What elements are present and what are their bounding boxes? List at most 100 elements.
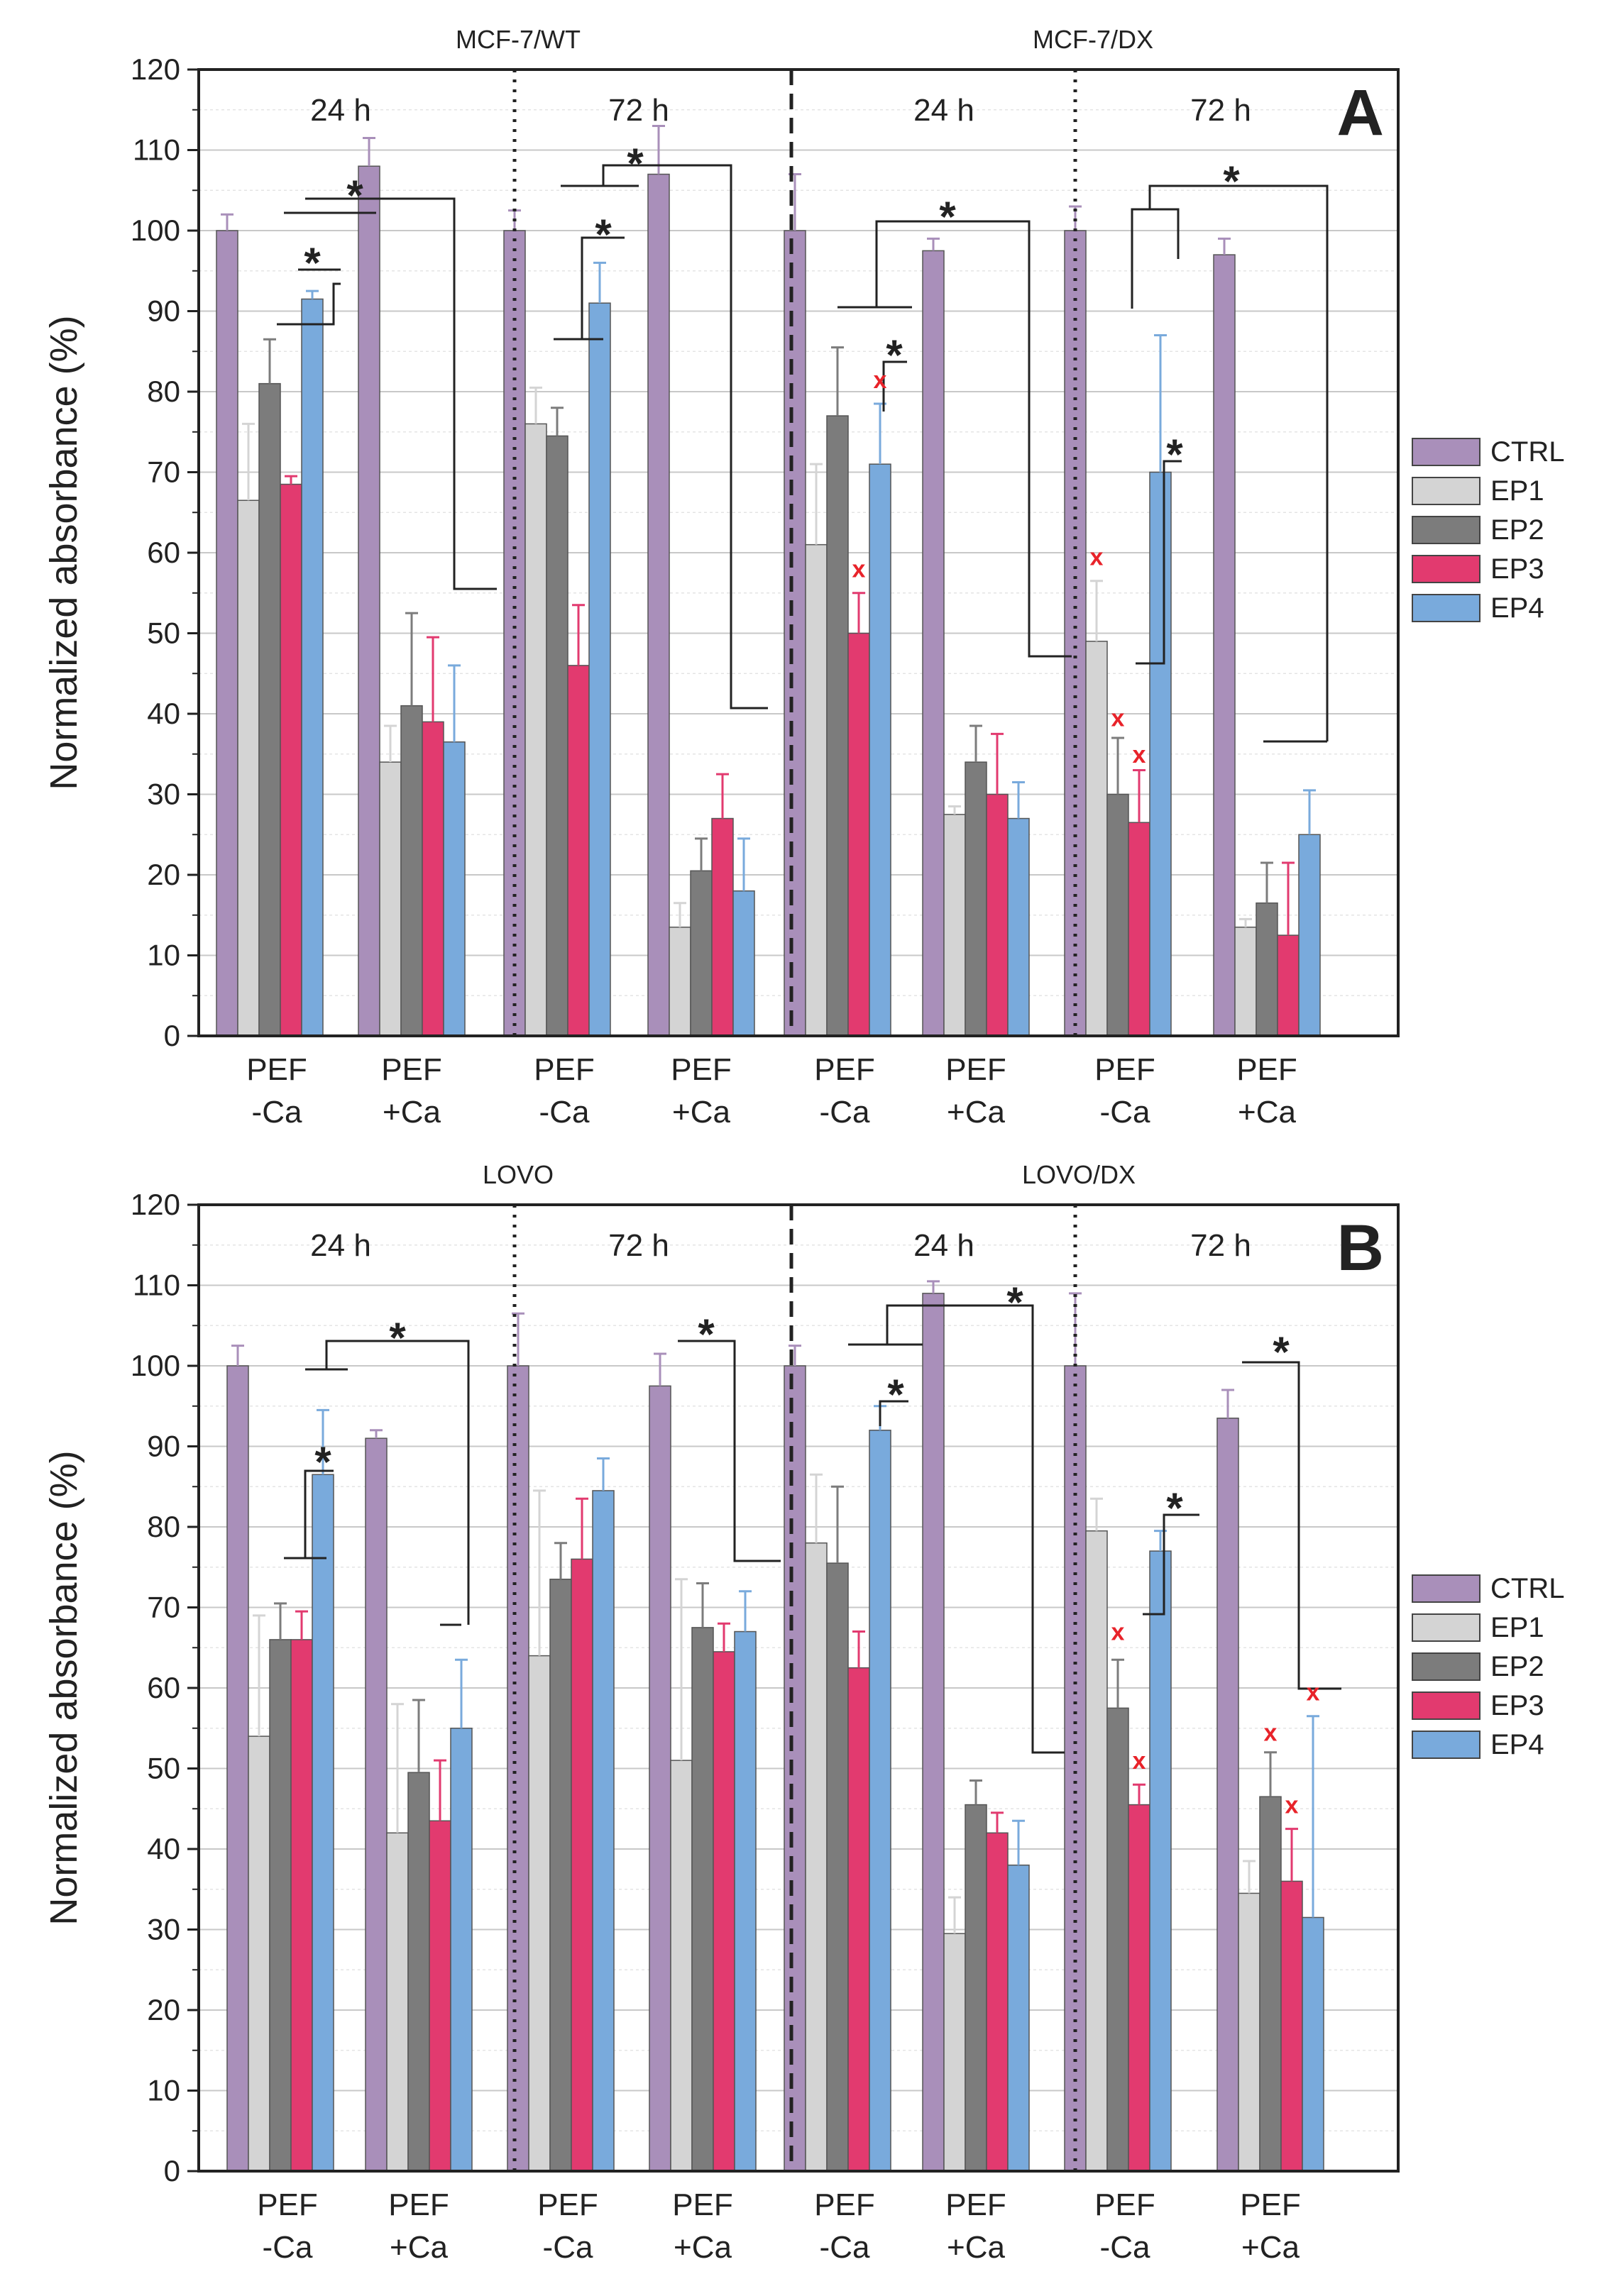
significance-star: *: [314, 1438, 331, 1486]
bar-ep1: [670, 1760, 693, 2172]
cell-line-title: MCF-7/DX: [1033, 25, 1153, 54]
significance-star: *: [698, 1310, 715, 1358]
legend-swatch-ep3: [1412, 1691, 1481, 1720]
bar-ep4: [1298, 834, 1321, 1037]
legend-label: CTRL: [1490, 1573, 1564, 1604]
x-category-label: PEF: [381, 1052, 442, 1087]
significance-bracket: [602, 164, 768, 710]
time-label: 72 h: [608, 93, 669, 128]
y-tick-label: 110: [133, 1269, 180, 1302]
legend-label: EP4: [1490, 592, 1544, 624]
bar-ep4: [1149, 471, 1172, 1037]
legend-swatch-ctrl: [1412, 1574, 1481, 1603]
bar-ep2: [1106, 793, 1129, 1037]
significance-bracket: [304, 1469, 334, 1558]
time-label: 24 h: [913, 93, 974, 128]
y-tick-label: 80: [147, 1510, 180, 1543]
bar-ep4: [1302, 1916, 1324, 2172]
bar-ep3: [713, 1651, 735, 2172]
x-category-label: PEF: [1240, 2187, 1301, 2222]
bar-ep1: [379, 761, 402, 1037]
bar-ep2: [269, 1639, 292, 2172]
bar-ctrl: [507, 1365, 529, 2172]
bar-ep3: [986, 1832, 1009, 2172]
legend-label: EP1: [1490, 475, 1544, 507]
bar-ep2: [826, 1562, 849, 2172]
bar-ep2: [258, 382, 281, 1037]
y-tick-label: 100: [131, 1349, 180, 1382]
x-category-label: PEF: [1094, 2187, 1155, 2222]
significance-star: *: [887, 1371, 904, 1418]
x-marker: x: [1133, 741, 1146, 768]
x-category-label: +Ca: [383, 1095, 441, 1130]
x-category-label: PEF: [945, 2187, 1006, 2222]
significance-bracket: [1148, 184, 1329, 741]
y-tick-label: 60: [147, 536, 180, 569]
y-tick-label: 30: [147, 778, 180, 811]
bar-ep1: [1085, 1530, 1108, 2172]
bar-ep3: [847, 1667, 870, 2172]
bar-ep4: [443, 741, 466, 1037]
bar-ep1: [1085, 641, 1108, 1037]
x-category-label: -Ca: [1100, 2230, 1150, 2265]
bar-ep4: [588, 302, 611, 1037]
y-tick-label: 120: [131, 53, 180, 86]
significance-bracket: [581, 236, 625, 339]
bar-ep2: [546, 435, 568, 1037]
y-tick-label: 40: [147, 1832, 180, 1865]
bar-ep3: [1280, 1880, 1303, 2172]
time-label: 24 h: [913, 1228, 974, 1263]
bar-ep4: [450, 1728, 473, 2172]
significance-bracket: [1136, 460, 1182, 665]
significance-star: *: [1006, 1279, 1023, 1326]
time-label: 72 h: [1190, 93, 1251, 128]
bar-ep2: [965, 761, 987, 1037]
significance-star: *: [1223, 158, 1240, 205]
significance-bracket: [325, 1340, 470, 1625]
bar-ep4: [732, 890, 755, 1037]
bar-ep3: [1128, 822, 1150, 1037]
panel-label: B: [1337, 1212, 1384, 1284]
y-tick-label: 90: [147, 1430, 180, 1463]
x-marker: x: [852, 556, 866, 583]
y-tick-label: 50: [147, 1752, 180, 1785]
time-label: 24 h: [310, 93, 371, 128]
bar-ep4: [1007, 1864, 1030, 2172]
x-category-label: PEF: [672, 2187, 733, 2222]
bar-ctrl: [1064, 1365, 1087, 2172]
x-marker: x: [1285, 1792, 1299, 1819]
x-category-label: PEF: [1236, 1052, 1297, 1087]
legend-label: EP1: [1490, 1612, 1544, 1643]
bar-ep4: [301, 298, 324, 1037]
time-label: 24 h: [310, 1228, 371, 1263]
time-label: 72 h: [608, 1228, 669, 1263]
bar-ep2: [826, 415, 849, 1037]
y-tick-label: 90: [147, 294, 180, 328]
x-category-label: -Ca: [252, 1095, 302, 1130]
bar-ctrl: [922, 1293, 945, 2172]
significance-bracket: [1143, 1513, 1199, 1616]
bar-ep3: [429, 1820, 451, 2172]
bar-ctrl: [1216, 1418, 1239, 2172]
x-category-label: PEF: [388, 2187, 449, 2222]
x-category-label: -Ca: [543, 2230, 593, 2265]
bar-ep1: [528, 1655, 551, 2172]
cell-line-title: LOVO/DX: [1022, 1160, 1136, 1189]
bar-ep3: [711, 817, 734, 1037]
significance-bracket: [875, 220, 1072, 658]
x-category-label: +Ca: [947, 1095, 1005, 1130]
significance-star: *: [627, 140, 644, 187]
legend-swatch-ep3: [1412, 555, 1481, 583]
x-category-label: +Ca: [947, 2230, 1005, 2265]
bar-ep2: [965, 1804, 987, 2172]
x-category-label: +Ca: [1241, 2230, 1300, 2265]
bar-ep4: [869, 1430, 891, 2172]
y-tick-label: 60: [147, 1671, 180, 1704]
x-category-label: PEF: [257, 2187, 318, 2222]
bar-ep2: [400, 705, 423, 1037]
bar-ep4: [869, 463, 891, 1037]
significance-star: *: [1273, 1328, 1290, 1376]
y-tick-label: 100: [131, 214, 180, 247]
bar-ctrl: [922, 250, 945, 1037]
bar-ep1: [1238, 1892, 1260, 2172]
